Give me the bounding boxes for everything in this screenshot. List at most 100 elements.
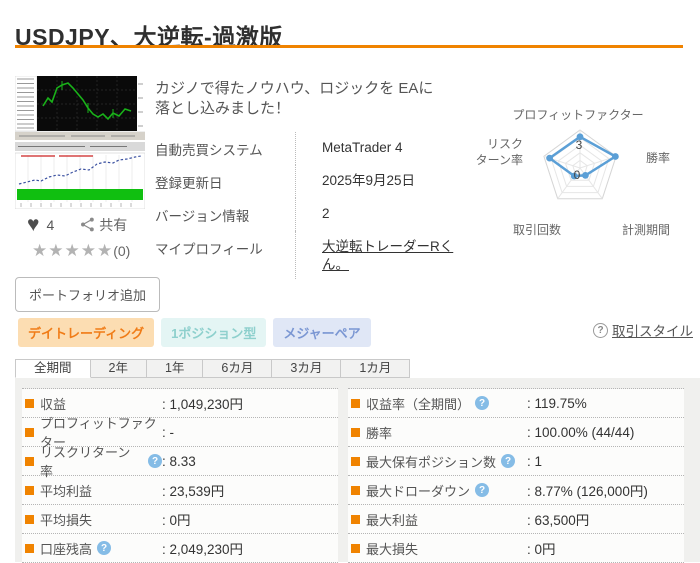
stat-row-avg-loss: 平均損失 : 0円: [22, 505, 338, 534]
help-icon[interactable]: ?: [97, 541, 112, 555]
spec-value: 大逆転トレーダーRくん。: [295, 231, 470, 280]
stat-row-max-loss: 最大損失 : 0円: [348, 534, 684, 563]
stat-label: リスクリターン率: [40, 445, 131, 479]
tag-day-trading[interactable]: デイトレーディング: [18, 318, 155, 347]
tab-3-months[interactable]: 3カ月: [272, 359, 342, 378]
period-tabs: 全期間 2年 1年 6カ月 3カ月 1カ月: [15, 359, 411, 378]
orange-bullet-icon: [25, 427, 34, 437]
radar-axis-risk-return-1: リスク: [487, 137, 523, 151]
help-icon[interactable]: ?: [475, 396, 490, 410]
stats-column-left: 収益 : 1,049,230円 プロフィットファクター : - リスクリターン率…: [22, 388, 338, 563]
stat-label: 平均利益: [40, 483, 93, 499]
orange-bullet-icon: [25, 543, 34, 553]
stat-row-profit-factor: プロフィットファクター : -: [22, 416, 338, 450]
stat-row-max-drawdown: 最大ドローダウン? : 8.77% (126,000円): [348, 476, 684, 505]
help-icon[interactable]: ?: [501, 454, 516, 468]
share-label: 共有: [99, 216, 128, 233]
radar-axis-profit-factor: プロフィットファクター: [512, 108, 643, 122]
stat-row-avg-profit: 平均利益 : 23,539円: [22, 476, 338, 505]
tab-2-years[interactable]: 2年: [90, 359, 147, 378]
radar-axis-period: 計測期間: [622, 222, 670, 237]
spec-label: 自動売買システム: [155, 143, 263, 158]
star-icons: ★★★★★: [32, 241, 114, 260]
orange-bullet-icon: [25, 485, 34, 495]
radar-grid: [543, 129, 619, 200]
trade-style-help-link[interactable]: ? 取引スタイル: [593, 320, 693, 340]
product-spec-table: 自動売買システム MetaTrader 4 登録更新日 2025年9月25日 バ…: [155, 132, 470, 280]
spec-label: マイプロフィール: [155, 242, 263, 257]
stat-value: : -: [162, 424, 174, 440]
add-portfolio-button[interactable]: ポートフォリオ追加: [15, 277, 161, 312]
spec-row-version: バージョン情報 2: [155, 198, 470, 231]
orange-bullet-icon: [351, 456, 360, 466]
description-line-2: 落とし込みました！: [155, 100, 291, 118]
tab-6-months[interactable]: 6カ月: [203, 359, 273, 378]
product-description: カジノで得たノウハウ、ロジックを EAに 落とし込みました！: [155, 79, 470, 120]
question-circle-icon: ?: [593, 322, 608, 338]
orange-bullet-icon: [351, 398, 360, 408]
stat-row-profit: 収益 : 1,049,230円: [22, 389, 338, 418]
stat-label: 最大利益: [366, 512, 419, 528]
rating-stars: ★★★★★(0): [32, 241, 130, 261]
stat-row-risk-return: リスクリターン率? : 8.33: [22, 445, 338, 479]
spec-row-updated: 登録更新日 2025年9月25日: [155, 165, 470, 198]
stat-value: : 0円: [162, 513, 191, 528]
title-underline: [15, 45, 683, 48]
spec-value: 2: [295, 198, 470, 231]
spec-label: 登録更新日: [155, 176, 223, 191]
stat-value: : 1,049,230円: [162, 397, 244, 412]
stat-label: 最大ドローダウン: [366, 483, 471, 499]
radar-scale-0: 0: [574, 168, 581, 182]
stat-value: : 119.75%: [527, 395, 587, 411]
help-icon[interactable]: ?: [148, 454, 162, 468]
thumbnail-graphic: [14, 75, 146, 210]
description-line-1: カジノで得たノウハウ、ロジックを EAに: [155, 80, 434, 97]
stat-label: 平均損失: [40, 512, 93, 528]
share-button[interactable]: 共有: [80, 215, 127, 235]
radar-scale-3: 3: [576, 138, 583, 152]
stat-row-balance: 口座残高? : 2,049,230円: [22, 534, 338, 563]
stat-value: : 8.33: [162, 453, 196, 469]
orange-bullet-icon: [351, 514, 360, 524]
spec-row-system: 自動売買システム MetaTrader 4: [155, 132, 470, 165]
stat-label: 勝率: [366, 425, 393, 441]
tab-1-month[interactable]: 1カ月: [341, 359, 411, 378]
spec-row-profile: マイプロフィール 大逆転トレーダーRくん。: [155, 231, 470, 280]
stats-panel: 収益 : 1,049,230円 プロフィットファクター : - リスクリターン率…: [15, 378, 700, 563]
stat-value: : 100.00% (44/44): [527, 424, 635, 440]
tab-all-period[interactable]: 全期間: [15, 359, 91, 378]
seller-profile-link[interactable]: 大逆転トレーダーRくん。: [322, 239, 454, 272]
stat-label: 収益率（全期間）: [366, 396, 471, 412]
stat-row-win-rate: 勝率 : 100.00% (44/44): [348, 418, 684, 447]
stat-value: : 8.77% (126,000円): [527, 484, 648, 499]
stat-value: : 63,500円: [527, 513, 590, 528]
orange-bullet-icon: [351, 485, 360, 495]
help-icon[interactable]: ?: [475, 483, 490, 497]
stat-label: 最大損失: [366, 541, 419, 557]
orange-bullet-icon: [25, 514, 34, 524]
like-heart-icon[interactable]: ♥: [27, 213, 40, 236]
tag-one-position[interactable]: 1ポジション型: [161, 318, 267, 347]
spec-label: バージョン情報: [155, 209, 250, 224]
radar-axis-win-rate: 勝率: [646, 150, 670, 165]
orange-bullet-icon: [25, 398, 34, 408]
orange-bullet-icon: [25, 456, 34, 466]
stat-row-max-profit: 最大利益 : 63,500円: [348, 505, 684, 534]
tags-row: デイトレーディング 1ポジション型 メジャーペア: [18, 318, 371, 347]
stat-label: 口座残高: [40, 541, 93, 557]
spec-value: 2025年9月25日: [295, 165, 470, 198]
stat-value: : 0円: [527, 542, 556, 557]
stat-label: プロフィットファクター: [40, 416, 157, 450]
stat-row-return-rate: 収益率（全期間）? : 119.75%: [348, 389, 684, 418]
share-icon: [81, 217, 95, 232]
stat-value: : 1: [527, 453, 543, 469]
tab-1-year[interactable]: 1年: [146, 359, 204, 378]
product-thumbnail-chart-image[interactable]: [14, 75, 146, 210]
trade-style-radar-chart: プロフィットファクター 勝率 計測期間 取引回数 リスク ターン率 3 0: [475, 98, 693, 248]
radar-axis-trade-count: 取引回数: [513, 222, 561, 237]
stats-column-right: 収益率（全期間）? : 119.75% 勝率 : 100.00% (44/44)…: [348, 388, 684, 563]
like-count: 4: [46, 216, 55, 233]
spec-value: MetaTrader 4: [295, 132, 470, 165]
stat-label: 最大保有ポジション数: [366, 454, 497, 470]
tag-major-pair[interactable]: メジャーペア: [273, 318, 371, 347]
